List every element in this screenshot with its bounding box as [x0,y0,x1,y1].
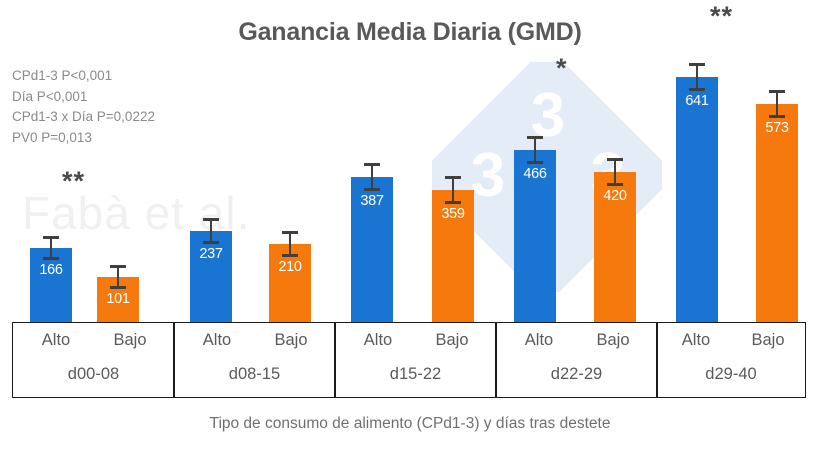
bar-alto-d00-08: 166 [30,236,72,322]
bar-alto-d22-29: 466 [514,136,556,322]
stat-line-cpd13: CPd1-3 P<0,001 [12,68,113,83]
bar-value-label: 641 [685,93,709,109]
axis-sub-label-alto: Alto [202,331,232,349]
bar-rect [432,190,474,322]
bar-rect [676,77,718,322]
axis-group-label: d29-40 [705,365,757,383]
bar-value-label: 359 [441,206,465,222]
bar-value-label: 387 [360,193,384,209]
axis-group-label: d22-29 [550,365,603,383]
bar-value-label: 573 [765,120,789,136]
bar-bajo-d15-22: 359 [432,176,474,322]
significance-marker-d29-40: ** [710,1,734,31]
bar-rect [514,150,556,322]
bar-rect [190,231,232,322]
axis-group-d15-22: Alto Bajo d15-22 [334,322,497,398]
bar-bajo-d00-08: 101 [97,265,139,322]
bar-value-label: 166 [39,262,63,278]
category-axis-table: Alto Bajo d00-08 Alto Bajo d08-15 Alto B… [12,322,806,398]
axis-group-label: d15-22 [389,365,442,383]
axis-group-label: d00-08 [67,365,120,383]
bar-value-label: 466 [523,166,547,182]
axis-sub-label-bajo: Bajo [435,331,469,349]
significance-marker-d22-29: * [556,53,568,83]
bar-alto-d15-22: 387 [351,163,393,322]
bar-rect [594,172,636,322]
axis-group-d22-29: Alto Bajo d22-29 [495,322,658,398]
bar-value-label: 101 [106,291,130,307]
significance-marker-d00-08: ** [62,166,86,196]
stat-line-interaction: CPd1-3 x Día P=0,0222 [12,109,155,124]
plot-area: 166 101 ** 237 210 [30,1,798,322]
x-axis-title: Tipo de consumo de alimento (CPd1-3) y d… [209,415,611,432]
axis-sub-label-bajo: Bajo [596,331,630,349]
axis-sub-label-bajo: Bajo [751,331,785,349]
bar-value-label: 420 [603,188,627,204]
stat-line-pv0: PV0 P=0,013 [12,129,92,145]
axis-sub-label-alto: Alto [681,331,711,349]
bar-value-label: 237 [199,246,223,262]
bar-value-label: 210 [278,259,302,275]
axis-group-d08-15: Alto Bajo d08-15 [173,322,336,398]
bar-bajo-d22-29: 420 [594,158,636,322]
axis-sub-label-alto: Alto [363,331,393,349]
axis-group-d00-08: Alto Bajo d00-08 [12,322,175,398]
bar-bajo-d29-40: 573 [756,90,798,322]
bar-rect [30,248,72,322]
stat-line-dia: Día P<0,001 [12,88,88,104]
bar-alto-d29-40: 641 [676,63,718,322]
bar-rect [756,104,798,322]
axis-sub-label-bajo: Bajo [113,331,147,349]
bar-bajo-d08-15: 210 [269,231,311,322]
chart-title: Ganancia Media Diaria (GMD) [238,18,582,46]
bar-rect [269,244,311,322]
statistics-annotations: CPd1-3 P<0,001 Día P<0,001 CPd1-3 x Día … [12,66,155,148]
bar-rect [351,177,393,322]
axis-group-d29-40: Alto Bajo d29-40 [656,322,806,398]
bar-alto-d08-15: 237 [190,218,232,322]
axis-sub-label-bajo: Bajo [274,331,308,349]
axis-sub-label-alto: Alto [524,331,554,349]
axis-group-label: d08-15 [228,365,281,383]
axis-sub-label-alto: Alto [41,331,71,349]
